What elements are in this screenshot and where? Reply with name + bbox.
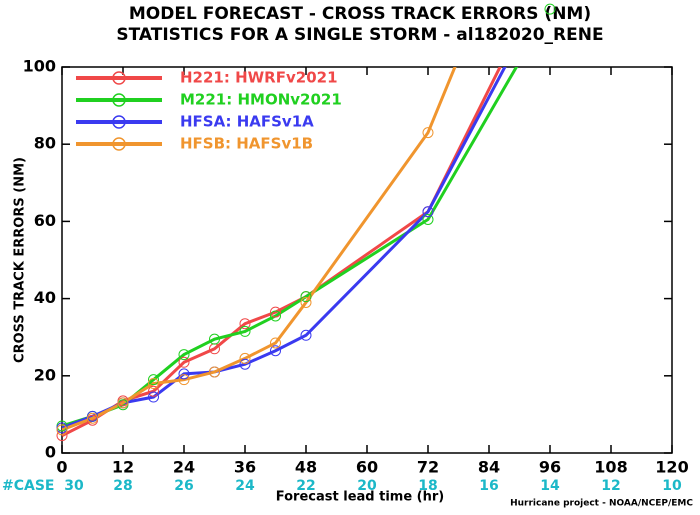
point-marker — [117, 397, 129, 409]
legend-marker — [112, 115, 126, 129]
case-count: 10 — [662, 478, 682, 494]
point-marker — [148, 385, 159, 397]
point-marker — [209, 333, 220, 345]
case-count: 14 — [540, 478, 560, 494]
point-marker — [239, 352, 251, 364]
case-count: 20 — [357, 478, 377, 494]
chart-title: MODEL FORECAST - CROSS TRACK ERRORS (NM) — [129, 4, 591, 24]
case-count: 30 — [64, 478, 84, 494]
y-tick-label: 60 — [34, 211, 56, 230]
y-tick-label: 100 — [23, 57, 56, 76]
point-marker — [87, 412, 98, 424]
legend-label: H221: HWRFv2021 — [180, 69, 338, 87]
x-tick-label: 48 — [295, 458, 317, 477]
legend-label: HFSB: HAFSv1B — [180, 135, 313, 153]
point-marker — [148, 374, 159, 386]
lines — [62, 67, 519, 437]
point-marker — [300, 296, 312, 308]
x-tick-label: 0 — [56, 458, 67, 477]
case-count: 16 — [479, 478, 498, 494]
legend-marker — [112, 137, 126, 151]
point-marker — [270, 345, 281, 357]
point-marker — [300, 291, 312, 303]
point-marker — [148, 378, 159, 390]
x-tick-label: 96 — [539, 458, 561, 477]
x-tick-label: 60 — [356, 458, 378, 477]
x-tick-label: 36 — [234, 458, 256, 477]
x-tick-label: 108 — [594, 458, 627, 477]
legend-label: M221: HMONv2021 — [180, 91, 342, 109]
point-marker — [422, 213, 434, 225]
point-marker — [209, 366, 220, 378]
legend-label: HFSA: HAFSv1A — [180, 113, 314, 131]
point-marker — [178, 374, 190, 386]
y-tick-label: 20 — [34, 365, 56, 384]
case-count: 12 — [601, 478, 620, 494]
legend-marker — [112, 71, 126, 85]
x-tick-label: 84 — [478, 458, 500, 477]
y-tick-label: 0 — [45, 443, 56, 462]
point-marker — [178, 349, 190, 361]
case-count: 28 — [113, 478, 132, 494]
point-marker — [239, 325, 251, 337]
y-tick-label: 80 — [34, 134, 56, 153]
x-tick-label: 12 — [112, 458, 134, 477]
series-line — [62, 67, 502, 437]
point-marker — [178, 356, 190, 368]
x-axis-label: Forecast lead time (hr) — [276, 490, 444, 505]
point-marker — [270, 310, 281, 322]
series-line — [62, 67, 507, 430]
point-marker — [544, 3, 556, 15]
case-count: 26 — [174, 478, 193, 494]
point-marker — [422, 206, 434, 218]
point-marker — [148, 391, 159, 403]
chart-subtitle: STATISTICS FOR A SINGLE STORM - al182020… — [116, 25, 603, 45]
y-tick-label: 40 — [34, 288, 56, 307]
case-count: 18 — [418, 478, 437, 494]
x-tick-label: 24 — [173, 458, 195, 477]
point-marker — [178, 368, 190, 380]
x-tick-label: 120 — [655, 458, 688, 477]
case-count: 24 — [235, 478, 255, 494]
point-marker — [270, 306, 281, 318]
x-tick-label: 72 — [417, 458, 439, 477]
point-marker — [56, 424, 68, 436]
case-count: 22 — [296, 478, 315, 494]
y-axis-label: CROSS TRACK ERRORS (NM) — [13, 157, 28, 363]
point-marker — [422, 127, 434, 139]
legend-marker — [112, 93, 126, 107]
point-marker — [239, 358, 251, 370]
case-label: #CASE — [2, 478, 55, 494]
point-marker — [270, 337, 281, 349]
plot-frame — [61, 66, 673, 454]
series-line — [62, 67, 457, 432]
point-marker — [239, 318, 251, 330]
footer: Hurricane project - NOAA/NCEP/EMC — [510, 499, 693, 509]
point-marker — [300, 329, 312, 341]
